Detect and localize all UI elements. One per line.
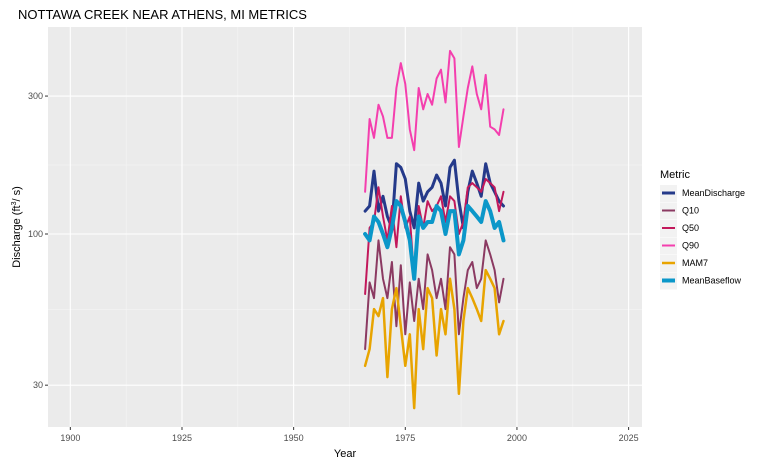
series-line-mam7: [363, 268, 505, 410]
x-tick-label: 2000: [507, 433, 527, 443]
legend-label-mam7: MAM7: [682, 258, 708, 268]
legend: Metric MeanDischarge Q10 Q50 Q90 MAM7 MeanBas…: [660, 169, 745, 290]
legend-title: Metric: [660, 169, 690, 181]
y-tick-label: 300: [28, 91, 43, 101]
series-line-mean-baseflow: [363, 199, 506, 281]
series-line-q10: [364, 239, 505, 351]
x-axis-ticks: 1900 1925 1950 1975 2000 2025: [60, 427, 639, 443]
x-tick-label: 1900: [60, 433, 80, 443]
plot-panel: [48, 27, 642, 427]
series-line-q90: [364, 49, 505, 193]
y-axis-title: Discharge (ft3/ s): [11, 186, 23, 268]
y-tick-label: 30: [33, 380, 43, 390]
minor-gridlines: [48, 27, 642, 427]
legend-label-mean-discharge: MeanDischarge: [682, 188, 745, 198]
legend-label-q90: Q90: [682, 241, 699, 251]
legend-label-q10: Q10: [682, 206, 699, 216]
x-axis-title: Year: [334, 448, 357, 460]
series-line-mean-discharge: [363, 158, 505, 230]
legend-label-mean-baseflow: MeanBaseflow: [682, 276, 742, 286]
series-lines: [363, 49, 506, 410]
chart-title: NOTTAWA CREEK NEAR ATHENS, MI METRICS: [18, 7, 307, 22]
legend-label-q50: Q50: [682, 223, 699, 233]
y-axis-ticks: 30 100 300: [28, 91, 48, 390]
x-tick-label: 2025: [619, 433, 639, 443]
x-tick-label: 1975: [395, 433, 415, 443]
x-tick-label: 1925: [172, 433, 192, 443]
y-tick-label: 100: [28, 229, 43, 239]
x-tick-label: 1950: [284, 433, 304, 443]
